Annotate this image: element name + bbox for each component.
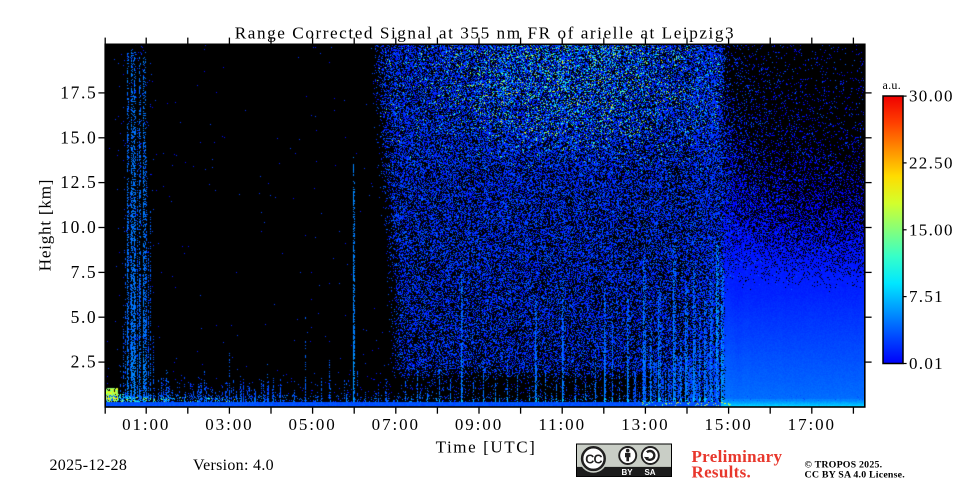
svg-text:30.00: 30.00 (909, 87, 954, 106)
svg-text:11:00: 11:00 (538, 415, 586, 434)
svg-text:2025-12-28: 2025-12-28 (50, 457, 128, 474)
svg-text:SA: SA (644, 468, 655, 477)
svg-text:Range Corrected Signal at 355: Range Corrected Signal at 355 nm FR of a… (235, 24, 735, 43)
svg-text:03:00: 03:00 (205, 415, 253, 434)
svg-text:CC: CC (585, 452, 602, 466)
svg-text:17:00: 17:00 (788, 415, 836, 434)
svg-text:CC BY SA 4.0 License.: CC BY SA 4.0 License. (805, 470, 906, 480)
svg-text:5.0: 5.0 (71, 307, 98, 327)
svg-text:15.00: 15.00 (909, 220, 954, 239)
svg-text:22.50: 22.50 (909, 154, 954, 173)
svg-text:2.5: 2.5 (71, 352, 98, 372)
svg-text:7.5: 7.5 (71, 262, 98, 282)
svg-text:7.51: 7.51 (909, 287, 944, 306)
svg-text:Preliminary: Preliminary (692, 447, 783, 466)
svg-text:Results.: Results. (692, 462, 752, 480)
svg-text:12.5: 12.5 (60, 172, 97, 192)
svg-text:BY: BY (621, 468, 633, 477)
svg-text:10.0: 10.0 (60, 217, 97, 237)
svg-text:15.0: 15.0 (60, 127, 97, 147)
svg-text:09:00: 09:00 (455, 415, 503, 434)
svg-text:Time [UTC]: Time [UTC] (436, 438, 537, 457)
svg-text:0.01: 0.01 (909, 354, 944, 373)
svg-text:01:00: 01:00 (122, 415, 170, 434)
svg-text:a.u.: a.u. (883, 78, 902, 92)
svg-text:07:00: 07:00 (372, 415, 420, 434)
svg-text:05:00: 05:00 (288, 415, 336, 434)
svg-text:15:00: 15:00 (704, 415, 752, 434)
svg-text:13:00: 13:00 (621, 415, 669, 434)
svg-text:© TROPOS 2025.: © TROPOS 2025. (805, 459, 883, 470)
svg-text:17.5: 17.5 (60, 83, 97, 103)
svg-text:Height [km]: Height [km] (36, 179, 55, 271)
svg-text:Version: 4.0: Version: 4.0 (193, 457, 274, 474)
